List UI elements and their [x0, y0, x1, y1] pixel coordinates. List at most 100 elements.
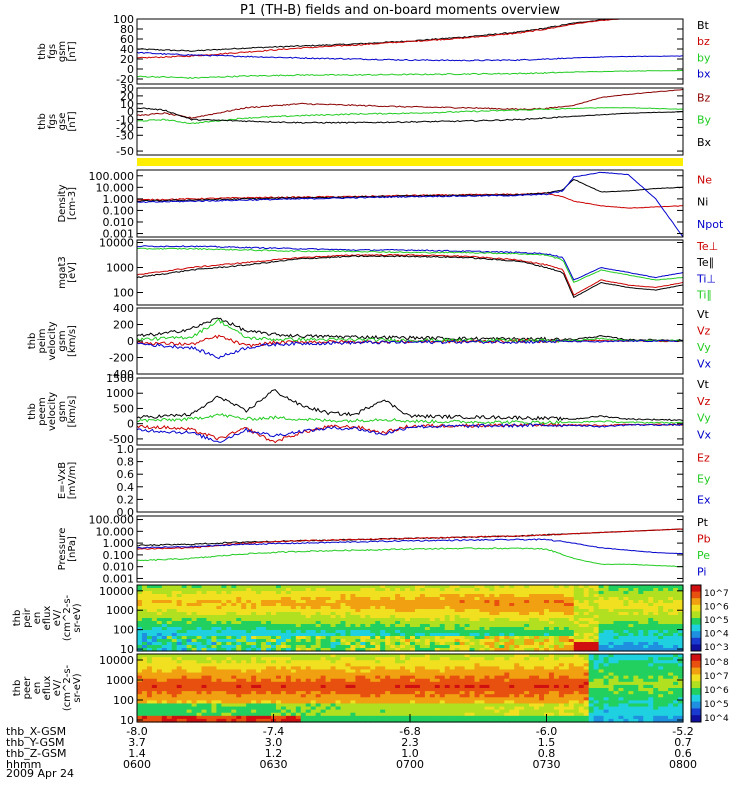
series-line: [137, 89, 683, 118]
time-axis-value: 0630: [260, 758, 288, 771]
legend-entry: bx: [697, 68, 711, 81]
colorbar-label: 10^7: [704, 672, 729, 682]
legend-entry: Bx: [697, 136, 712, 149]
y-ticks-efield: 1.00.80.60.40.20.0: [117, 443, 684, 519]
legend-entry: Vz: [697, 395, 711, 408]
y-tick-label: 1000: [106, 604, 134, 617]
y-tick-label: 1500: [106, 372, 134, 385]
legend-entry: Te∥: [696, 256, 714, 269]
series-group-density: [137, 172, 683, 237]
y-tick-label: 1.0: [117, 443, 135, 456]
colorbar-label: 10^6: [704, 603, 729, 613]
y-label-line: [cm-3]: [67, 187, 78, 220]
legend-entry: Bz: [697, 91, 711, 104]
y-label-line: [nT]: [67, 111, 78, 131]
y-tick-label: 10000: [99, 654, 134, 667]
date-label: 2009 Apr 24: [6, 767, 74, 780]
legend-entry: Pb: [697, 532, 711, 545]
series-line: [137, 318, 683, 341]
colorbar-peer_eflux: 10^810^710^610^510^4: [691, 654, 729, 724]
time-axis-value: 0800: [669, 758, 697, 771]
panel-frame: [137, 378, 683, 445]
legend-entry: bz: [697, 35, 710, 48]
y-label-line: [nT]: [67, 41, 78, 61]
legend-entry: Vx: [697, 357, 712, 370]
time-axis-value: 0600: [123, 758, 151, 771]
legend-entry: By: [697, 114, 712, 127]
series-line: [137, 319, 683, 342]
y-tick-label: 10000: [99, 237, 134, 250]
legend-entry: Vy: [697, 341, 711, 354]
series-line: [137, 246, 683, 280]
y-label-line: [km/s]: [67, 395, 78, 427]
legend-entry: Ti⊥: [696, 272, 716, 285]
series-group-temperature: [137, 246, 683, 298]
legend-entry: Te⊥: [696, 240, 718, 253]
series-line: [137, 255, 683, 296]
series-group-fgs_gse: [137, 89, 683, 123]
legend-entry: Vz: [697, 324, 711, 337]
y-tick-label: 100: [113, 287, 134, 300]
series-line: [137, 52, 683, 61]
series-line: [137, 340, 683, 359]
y-label-line: sr-eV): [72, 673, 83, 702]
series-line: [137, 539, 683, 554]
colorbar-label: 10^3: [704, 643, 729, 653]
legend-entry: Vy: [697, 412, 711, 425]
legend-entry: Bt: [697, 19, 710, 32]
legend-entry: Pi: [697, 565, 706, 578]
series-group-peim_velocity: [137, 318, 683, 359]
y-tick-label: 0: [127, 418, 134, 431]
y-tick-label: 0.2: [117, 493, 135, 506]
y-tick-label: -30: [116, 129, 134, 142]
series-line: [137, 424, 683, 443]
legend-entry: by: [697, 51, 711, 64]
legend-entry: Vt: [697, 308, 710, 321]
legend-entry: Vt: [697, 378, 710, 391]
y-tick-label: 1000: [106, 262, 134, 275]
colorbar-peir_eflux: 10^710^610^510^410^3: [691, 585, 729, 653]
y-label-line: [km/s]: [67, 325, 78, 357]
colorbar-label: 10^6: [704, 686, 729, 696]
y-label-density: Density[cm-3]: [57, 184, 78, 222]
legend-entry: Ez: [697, 452, 710, 465]
colorbar-label: 10^7: [704, 589, 729, 599]
time-axis-value: 0700: [396, 758, 424, 771]
series-line: [137, 529, 683, 546]
series-line: [137, 16, 683, 52]
legend-entry: Ni: [697, 196, 708, 209]
series-line: [137, 17, 683, 59]
y-label-line: [mV/m]: [67, 462, 78, 500]
series-line: [137, 256, 683, 298]
y-tick-label: 0.8: [117, 456, 135, 469]
panel-frame: [137, 449, 683, 512]
time-axis-value: 0730: [533, 758, 561, 771]
y-tick-label: 1000: [106, 387, 134, 400]
y-tick-label: 10000: [99, 585, 134, 598]
status-bar: [137, 158, 683, 166]
plot-title: P1 (TH-B) fields and on-board moments ov…: [240, 3, 560, 18]
y-tick-label: 400: [113, 302, 134, 315]
legend-entry: Npot: [697, 218, 724, 231]
legend-entry: Ey: [697, 473, 711, 486]
y-label-efield: E=-VxB[mV/m]: [57, 462, 78, 500]
colorbar-label: 10^4: [704, 714, 729, 724]
legend-entry: Ti∥: [696, 289, 712, 302]
colorbar-label: 10^8: [704, 658, 729, 668]
